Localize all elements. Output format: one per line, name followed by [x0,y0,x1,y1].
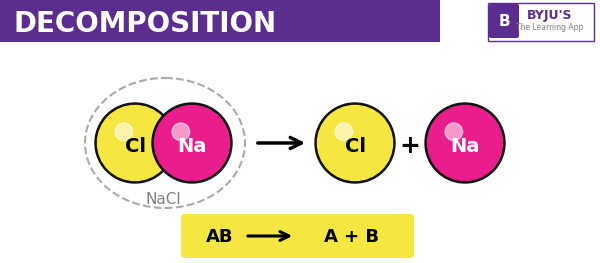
Circle shape [115,123,133,141]
Text: AB: AB [206,228,234,246]
Circle shape [95,103,175,183]
FancyBboxPatch shape [488,3,594,41]
Circle shape [155,105,229,180]
Text: A + B: A + B [325,228,380,246]
FancyBboxPatch shape [0,0,440,42]
Circle shape [152,103,232,183]
Text: Cl: Cl [344,136,365,155]
Circle shape [427,105,503,180]
FancyBboxPatch shape [489,4,519,38]
Circle shape [97,105,173,180]
Text: B: B [498,13,510,28]
Text: Na: Na [178,136,206,155]
Text: NaCl: NaCl [145,193,181,208]
Text: Cl: Cl [125,136,146,155]
Text: BYJU'S: BYJU'S [527,8,573,22]
Circle shape [335,123,353,141]
Circle shape [317,105,392,180]
Text: Na: Na [451,136,479,155]
Circle shape [315,103,395,183]
Text: The Learning App: The Learning App [517,23,584,32]
Circle shape [425,103,505,183]
Text: DECOMPOSITION: DECOMPOSITION [14,10,277,38]
Circle shape [172,123,190,141]
FancyBboxPatch shape [181,214,414,258]
Text: +: + [400,134,421,158]
Circle shape [445,123,463,141]
